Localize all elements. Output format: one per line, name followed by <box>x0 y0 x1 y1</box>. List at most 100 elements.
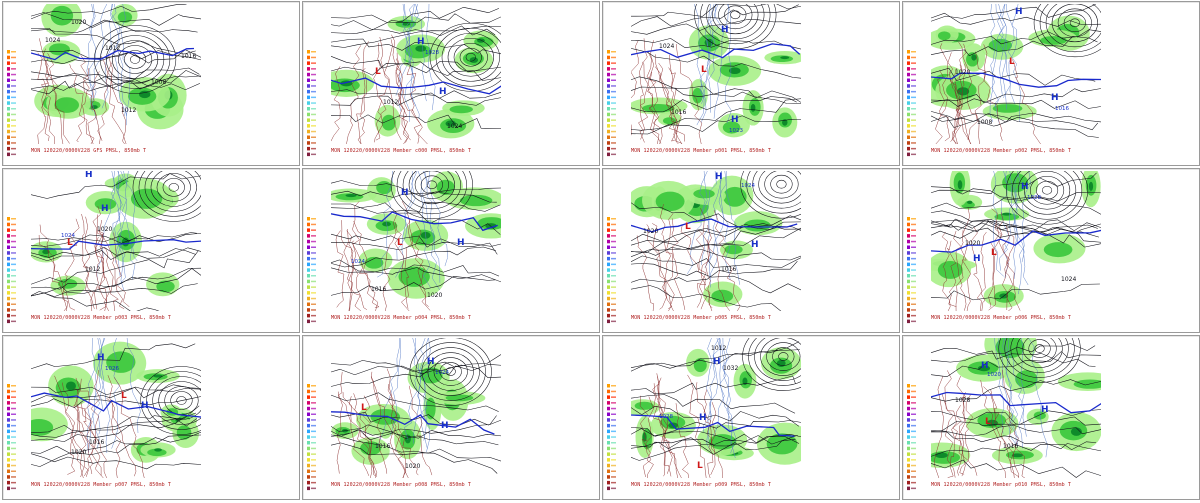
isobar <box>31 267 201 290</box>
legend-swatch <box>307 239 310 244</box>
legend-tick <box>311 252 316 254</box>
precip-area <box>147 448 167 457</box>
isobar <box>331 233 498 255</box>
precip-area <box>966 200 973 204</box>
isobar <box>631 98 801 131</box>
legend-tick <box>611 459 616 461</box>
precip-area <box>994 213 1020 221</box>
legend-tick <box>311 102 316 104</box>
legend-tick <box>911 487 916 490</box>
legend-swatch <box>307 84 310 88</box>
isobar <box>1010 338 1069 373</box>
850mb-temp-contour <box>708 4 721 113</box>
850mb-temp-contour <box>92 205 101 310</box>
legend-swatch <box>607 475 610 479</box>
850mb-temp-contour <box>631 40 639 136</box>
isobar <box>631 261 798 283</box>
isobar <box>168 183 179 192</box>
isobar <box>740 171 801 219</box>
legend-swatch <box>607 245 610 249</box>
color-scale-legend <box>307 217 316 324</box>
isobar <box>435 27 501 87</box>
precip-area <box>977 365 991 372</box>
legend-swatch <box>7 441 10 445</box>
850mb-temp-contour <box>646 224 672 311</box>
pressure-value-label: 1023 <box>729 128 743 134</box>
850mb-temp-contour <box>99 338 111 454</box>
850mb-temp-contour <box>99 219 111 311</box>
legend-swatch <box>907 285 910 289</box>
850mb-temp-contour <box>356 41 369 144</box>
legend-tick <box>911 240 916 243</box>
legend-swatch <box>607 67 610 71</box>
legend-tick <box>11 470 16 472</box>
isobar <box>631 349 800 368</box>
legend-tick <box>311 62 316 64</box>
isobar <box>631 19 801 35</box>
legend-swatch <box>607 107 610 111</box>
legend-tick <box>11 252 16 254</box>
legend-tick <box>611 119 616 121</box>
legend-swatch <box>607 95 610 100</box>
legend-tick <box>11 119 16 121</box>
850mb-temp-contour <box>82 216 94 311</box>
legend-tick <box>11 269 16 271</box>
legend-tick <box>11 487 16 490</box>
850mb-temp-contour <box>719 338 733 446</box>
850mb-temp-contour <box>403 4 417 106</box>
legend-swatch <box>307 389 310 394</box>
isobar <box>331 61 501 76</box>
legend-tick <box>11 223 16 226</box>
850mb-temp-contour <box>994 338 1005 434</box>
850mb-temp-contour <box>370 376 406 478</box>
850mb-temp-contour <box>655 54 683 144</box>
legend-tick <box>311 229 316 231</box>
isobar <box>631 438 796 461</box>
precip-area <box>1088 181 1094 191</box>
isobar-1016 <box>31 392 201 418</box>
isobar <box>140 366 201 435</box>
legend-tick <box>611 229 616 231</box>
850mb-temp-contour <box>96 171 115 280</box>
isobar <box>331 264 500 277</box>
precip-area <box>50 5 74 26</box>
isobar <box>631 4 801 17</box>
legend-tick <box>11 125 16 127</box>
isobar <box>31 343 196 370</box>
legend-swatch <box>907 129 910 134</box>
legend-tick <box>911 424 916 427</box>
legend-tick <box>911 257 916 260</box>
legend-tick <box>611 246 616 248</box>
high-pressure-label: H <box>101 204 109 214</box>
pressure-value-label: 1028 <box>659 414 673 420</box>
legend-swatch <box>607 291 610 295</box>
legend-tick <box>11 79 16 81</box>
legend-swatch <box>907 475 910 479</box>
isobar <box>1039 4 1101 53</box>
850mb-temp-contour <box>353 393 377 477</box>
legend-swatch <box>307 458 310 462</box>
pressure-value-label: 1024 <box>45 37 60 44</box>
isobar <box>150 171 197 207</box>
legend-swatch <box>607 89 610 94</box>
legend-swatch <box>907 55 910 60</box>
850mb-temp-contour <box>76 68 90 142</box>
850mb-temp-contour <box>1028 338 1048 458</box>
legend-swatch <box>607 239 610 244</box>
isobar <box>331 114 501 130</box>
legend-swatch <box>907 418 910 422</box>
high-pressure-label: H <box>981 361 989 371</box>
legend-swatch <box>307 423 310 428</box>
high-pressure-label: H <box>1051 93 1059 103</box>
high-pressure-label: H <box>1015 7 1023 17</box>
legend-swatch <box>7 285 10 289</box>
legend-swatch <box>7 61 10 65</box>
legend-swatch <box>607 463 610 468</box>
legend-tick <box>311 51 316 53</box>
850mb-temp-contour <box>37 48 49 144</box>
legend-tick <box>911 292 916 294</box>
legend-tick <box>611 252 616 254</box>
isobar <box>31 28 196 55</box>
precip-area <box>1073 379 1101 389</box>
legend-tick <box>11 280 16 283</box>
